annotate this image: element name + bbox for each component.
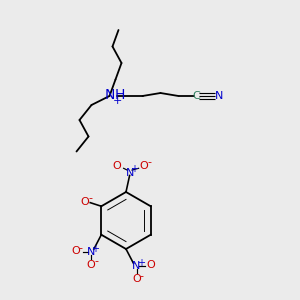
Text: O: O (86, 260, 95, 270)
Text: -: - (94, 256, 98, 266)
Text: +: + (113, 95, 123, 106)
Text: C: C (192, 91, 200, 101)
Text: -: - (79, 243, 83, 253)
Text: +: + (137, 258, 145, 268)
Text: N: N (214, 91, 223, 101)
Text: N: N (125, 167, 134, 178)
Text: O: O (80, 197, 89, 207)
Text: O: O (71, 246, 80, 256)
Text: H: H (115, 88, 125, 102)
Text: O: O (140, 160, 148, 171)
Text: -: - (88, 194, 92, 203)
Text: +: + (130, 164, 138, 175)
Text: N: N (104, 88, 115, 102)
Text: -: - (140, 271, 144, 281)
Text: -: - (147, 157, 152, 167)
Text: +: + (91, 244, 99, 254)
Text: O: O (112, 160, 121, 171)
Text: N: N (132, 261, 141, 272)
Text: O: O (132, 274, 141, 284)
Text: N: N (87, 247, 95, 257)
Text: O: O (146, 260, 155, 271)
